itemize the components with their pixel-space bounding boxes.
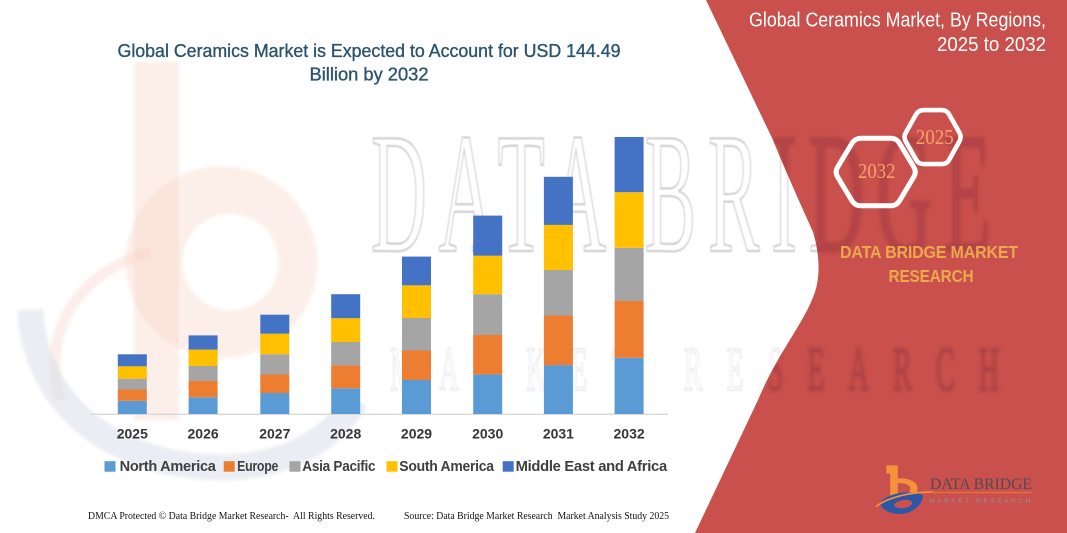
- svg-text:2030: 2030: [472, 426, 503, 442]
- svg-text:Middle East and Africa: Middle East and Africa: [516, 458, 668, 475]
- svg-text:Billion by 2032: Billion by 2032: [310, 64, 429, 85]
- svg-text:2026: 2026: [188, 426, 219, 442]
- svg-text:MARKET RESEARCH: MARKET RESEARCH: [929, 498, 1033, 505]
- svg-text:2032: 2032: [858, 159, 896, 183]
- svg-text:Global Ceramics Market is Expe: Global Ceramics Market is Expected to Ac…: [118, 40, 621, 61]
- svg-text:2025 to 2032: 2025 to 2032: [937, 33, 1046, 56]
- svg-text:RESEARCH: RESEARCH: [889, 266, 974, 286]
- svg-text:DATA BRIDGE MARKET: DATA BRIDGE MARKET: [840, 242, 1018, 262]
- svg-text:North America: North America: [120, 458, 217, 475]
- svg-text:DATA BRIDGE: DATA BRIDGE: [930, 476, 1032, 493]
- svg-text:Source: Data Bridge Market Res: Source: Data Bridge Market Research Mark…: [404, 510, 669, 522]
- svg-text:2029: 2029: [401, 426, 432, 442]
- svg-text:DMCA Protected © Data Bridge M: DMCA Protected © Data Bridge Market Rese…: [88, 510, 375, 522]
- svg-text:Global Ceramics Market, By Reg: Global Ceramics Market, By Regions,: [749, 9, 1046, 32]
- svg-text:Europe: Europe: [237, 458, 278, 475]
- svg-text:2025: 2025: [117, 426, 148, 442]
- svg-text:2031: 2031: [543, 426, 574, 442]
- svg-text:2027: 2027: [259, 426, 290, 442]
- svg-text:2032: 2032: [614, 426, 645, 442]
- svg-text:2025: 2025: [916, 125, 954, 149]
- svg-text:South America: South America: [399, 458, 494, 475]
- svg-text:2028: 2028: [330, 426, 361, 442]
- svg-text:Asia Pacific: Asia Pacific: [302, 458, 375, 475]
